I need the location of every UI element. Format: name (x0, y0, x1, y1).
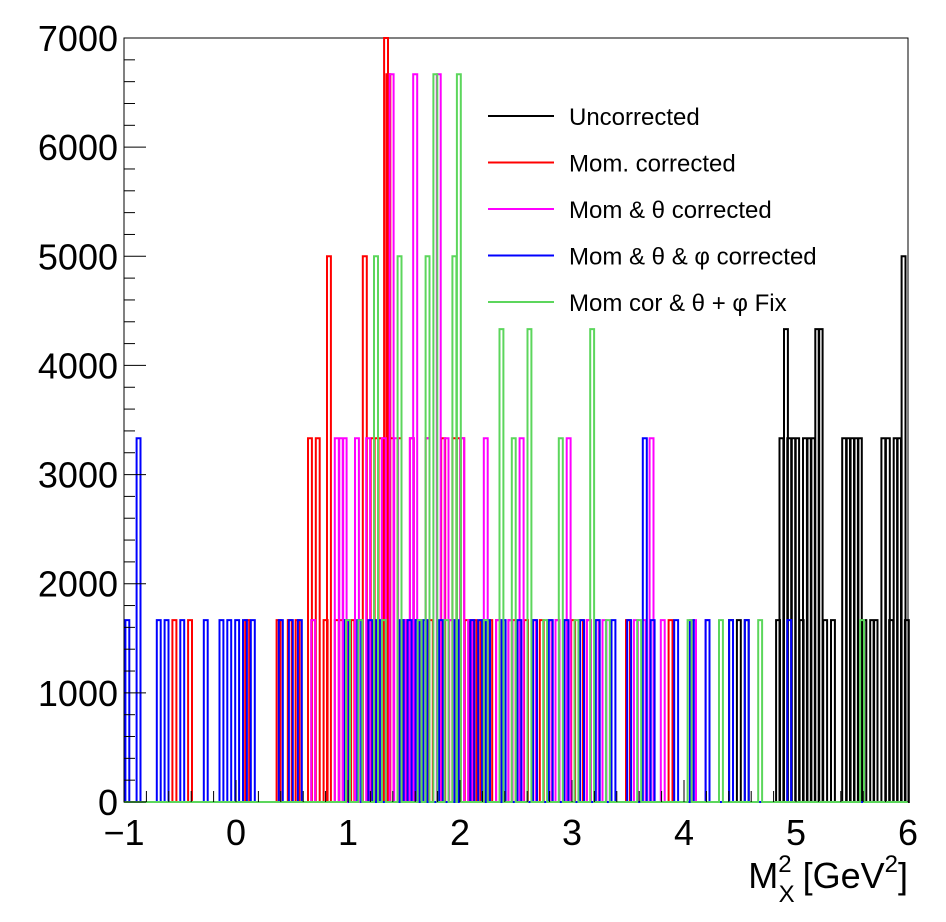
y-tick-label: 1000 (38, 673, 118, 714)
x-tick-label: 4 (674, 812, 694, 853)
x-tick-label: 3 (562, 812, 582, 853)
x-tick-label: 0 (226, 812, 246, 853)
x-tick-label: −1 (103, 812, 144, 853)
x-tick-label: 5 (786, 812, 806, 853)
y-tick-label: 4000 (38, 345, 118, 386)
x-tick-label: 2 (450, 812, 470, 853)
y-tick-label: 3000 (38, 455, 118, 496)
legend: Uncorrected Mom. corrected Mom & θ correct… (488, 104, 817, 317)
x-axis-title-main: M (748, 855, 778, 896)
y-tick-label: 5000 (38, 236, 118, 277)
series-4-histogram (124, 73, 908, 803)
x-tick-label: 6 (898, 812, 918, 853)
x-axis-title-unit: [GeV (803, 855, 885, 896)
y-tick-label: 2000 (38, 564, 118, 605)
x-tick-label: 1 (338, 812, 358, 853)
series-layer (124, 37, 910, 803)
legend-label-3: Mom & θ & φ corrected (569, 244, 817, 271)
legend-label-2: Mom & θ corrected (569, 197, 772, 224)
legend-label-1: Mom. corrected (569, 151, 736, 178)
x-axis-title-unit-sup: 2 (885, 851, 898, 878)
legend-label-0: Uncorrected (569, 104, 700, 131)
x-axis-title: M2 X [GeV2] (748, 851, 908, 908)
y-tick-label: 7000 (38, 18, 118, 59)
x-axis-title-unit-close: ] (898, 855, 908, 896)
x-axis-title-sup: 2 (778, 851, 791, 878)
y-tick-label: 0 (98, 782, 118, 823)
x-axis-title-sub: X (779, 881, 795, 908)
legend-label-4: Mom cor & θ + φ Fix (569, 290, 787, 317)
y-tick-label: 6000 (38, 127, 118, 168)
